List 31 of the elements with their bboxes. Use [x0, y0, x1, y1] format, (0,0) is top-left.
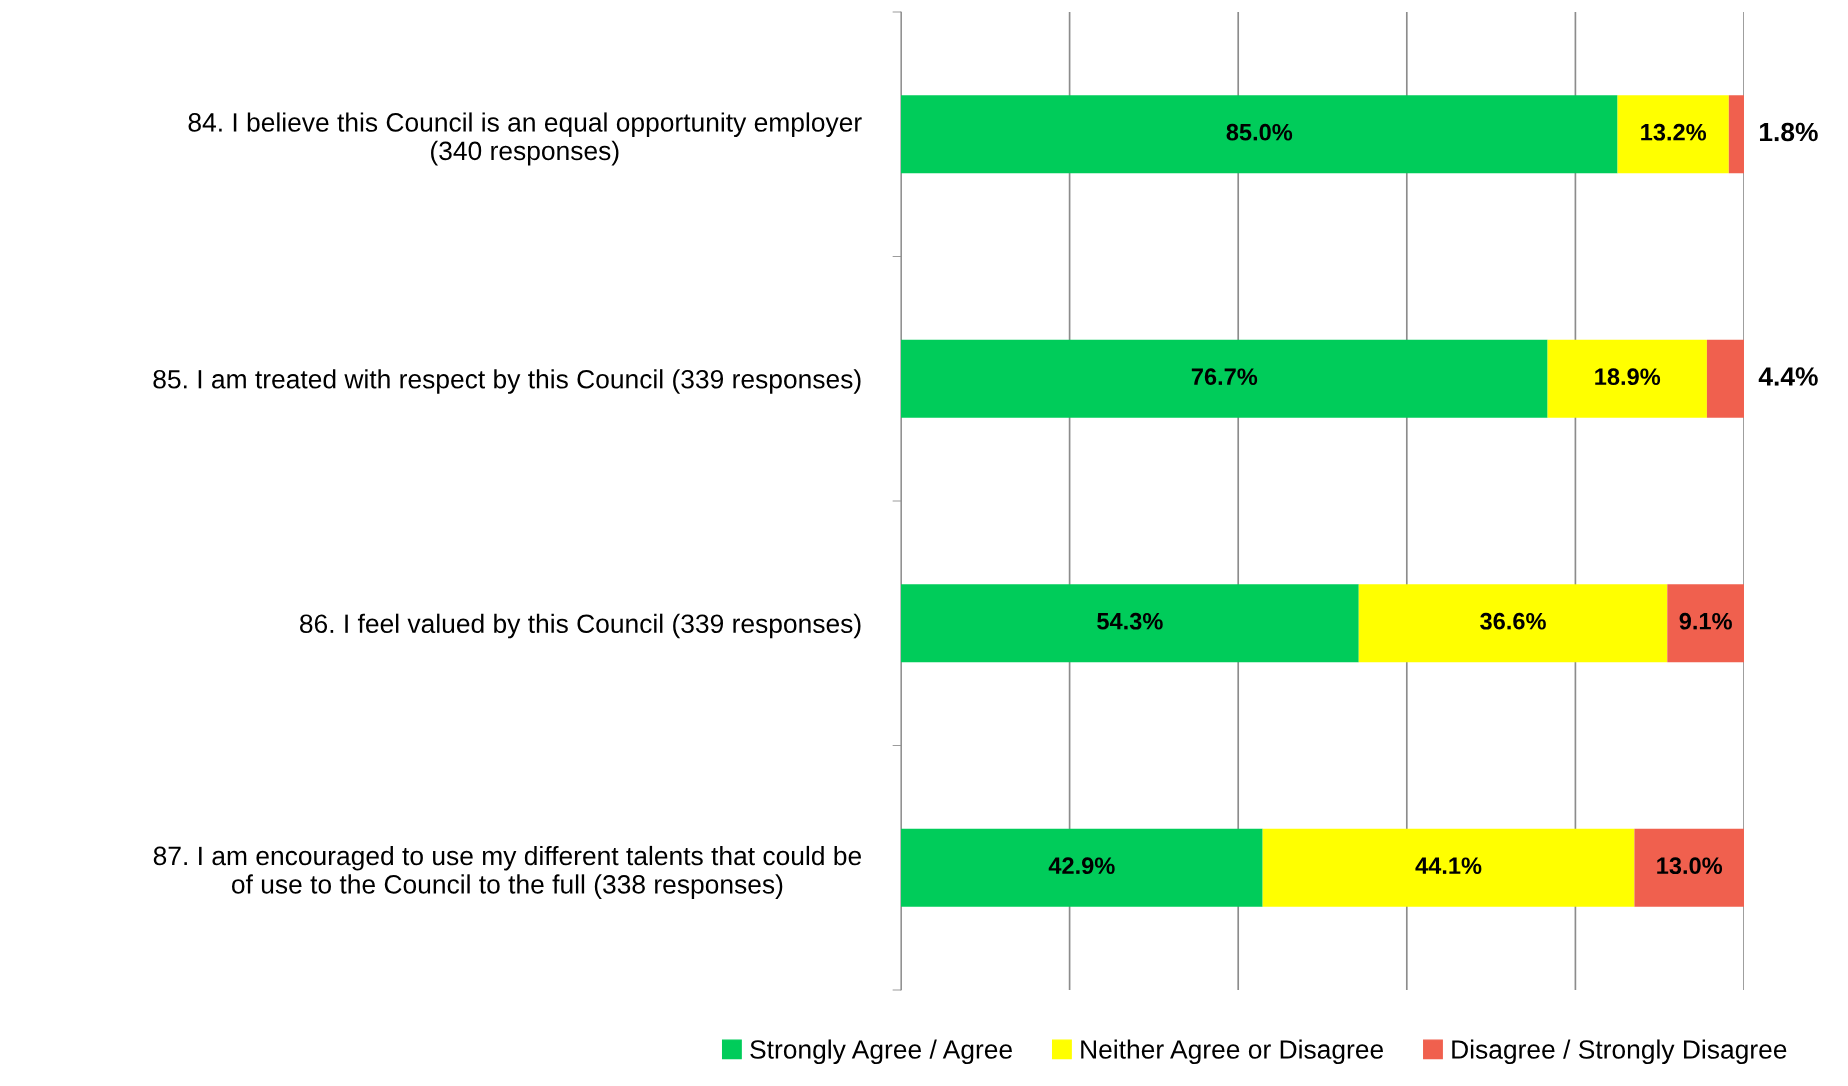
bar [1358, 584, 1668, 663]
y-tick-label: 84. I believe this Council is an equal opportunity employer (340 responses) [188, 112, 862, 166]
bar [1728, 95, 1744, 174]
data-label: 85.0% [1226, 123, 1293, 141]
y-tick-label: 87. I am encouraged to use my different talents that could be of use to the Council to the full (338 responses) [153, 845, 861, 899]
bar [1617, 95, 1729, 174]
data-label: 36.6% [1480, 612, 1546, 630]
data-label: 54.3% [1097, 612, 1163, 630]
legend-label: Strongly Agree / Agree [750, 1039, 1012, 1065]
bar [901, 584, 1359, 663]
legend-label: Neither Agree or Disagree [1081, 1039, 1383, 1065]
bar [901, 828, 1263, 907]
data-label: 76.7% [1191, 368, 1258, 386]
bar [1706, 339, 1744, 418]
y-tick-label: 85. I am treated with respect by this Council (339 responses) [153, 369, 861, 394]
data-label: 13.2% [1641, 123, 1707, 141]
bar [1634, 828, 1744, 907]
bar [1547, 339, 1707, 418]
data-label: 1.8% [1759, 122, 1818, 142]
bar [1262, 828, 1635, 907]
legend-label: Disagree / Strongly Disagree [1452, 1039, 1787, 1065]
data-label: 4.4% [1758, 367, 1818, 386]
y-tick-label: 86. I feel valued by this Council (339 responses) [300, 613, 861, 639]
data-label: 42.9% [1048, 857, 1115, 875]
data-label: 18.9% [1595, 368, 1661, 386]
data-label: 13.0% [1657, 857, 1723, 875]
bar [1667, 584, 1744, 663]
data-label: 9.1% [1679, 612, 1732, 630]
bar [901, 95, 1618, 174]
data-label: 44.1% [1415, 857, 1482, 875]
bar [901, 339, 1548, 418]
